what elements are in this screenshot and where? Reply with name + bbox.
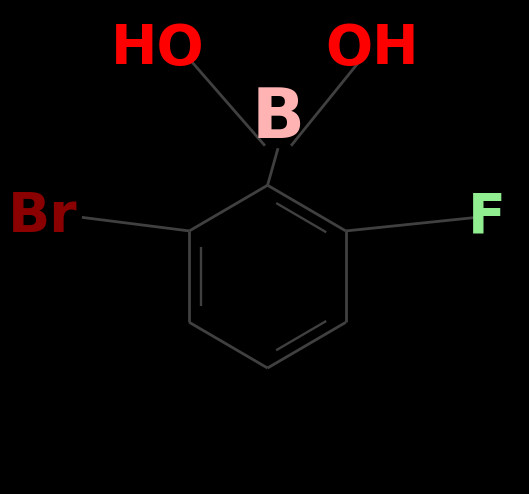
Text: Br: Br (8, 190, 78, 245)
Text: F: F (468, 190, 506, 245)
Text: HO: HO (111, 22, 205, 77)
Text: B: B (251, 85, 305, 152)
Text: OH: OH (325, 22, 419, 77)
